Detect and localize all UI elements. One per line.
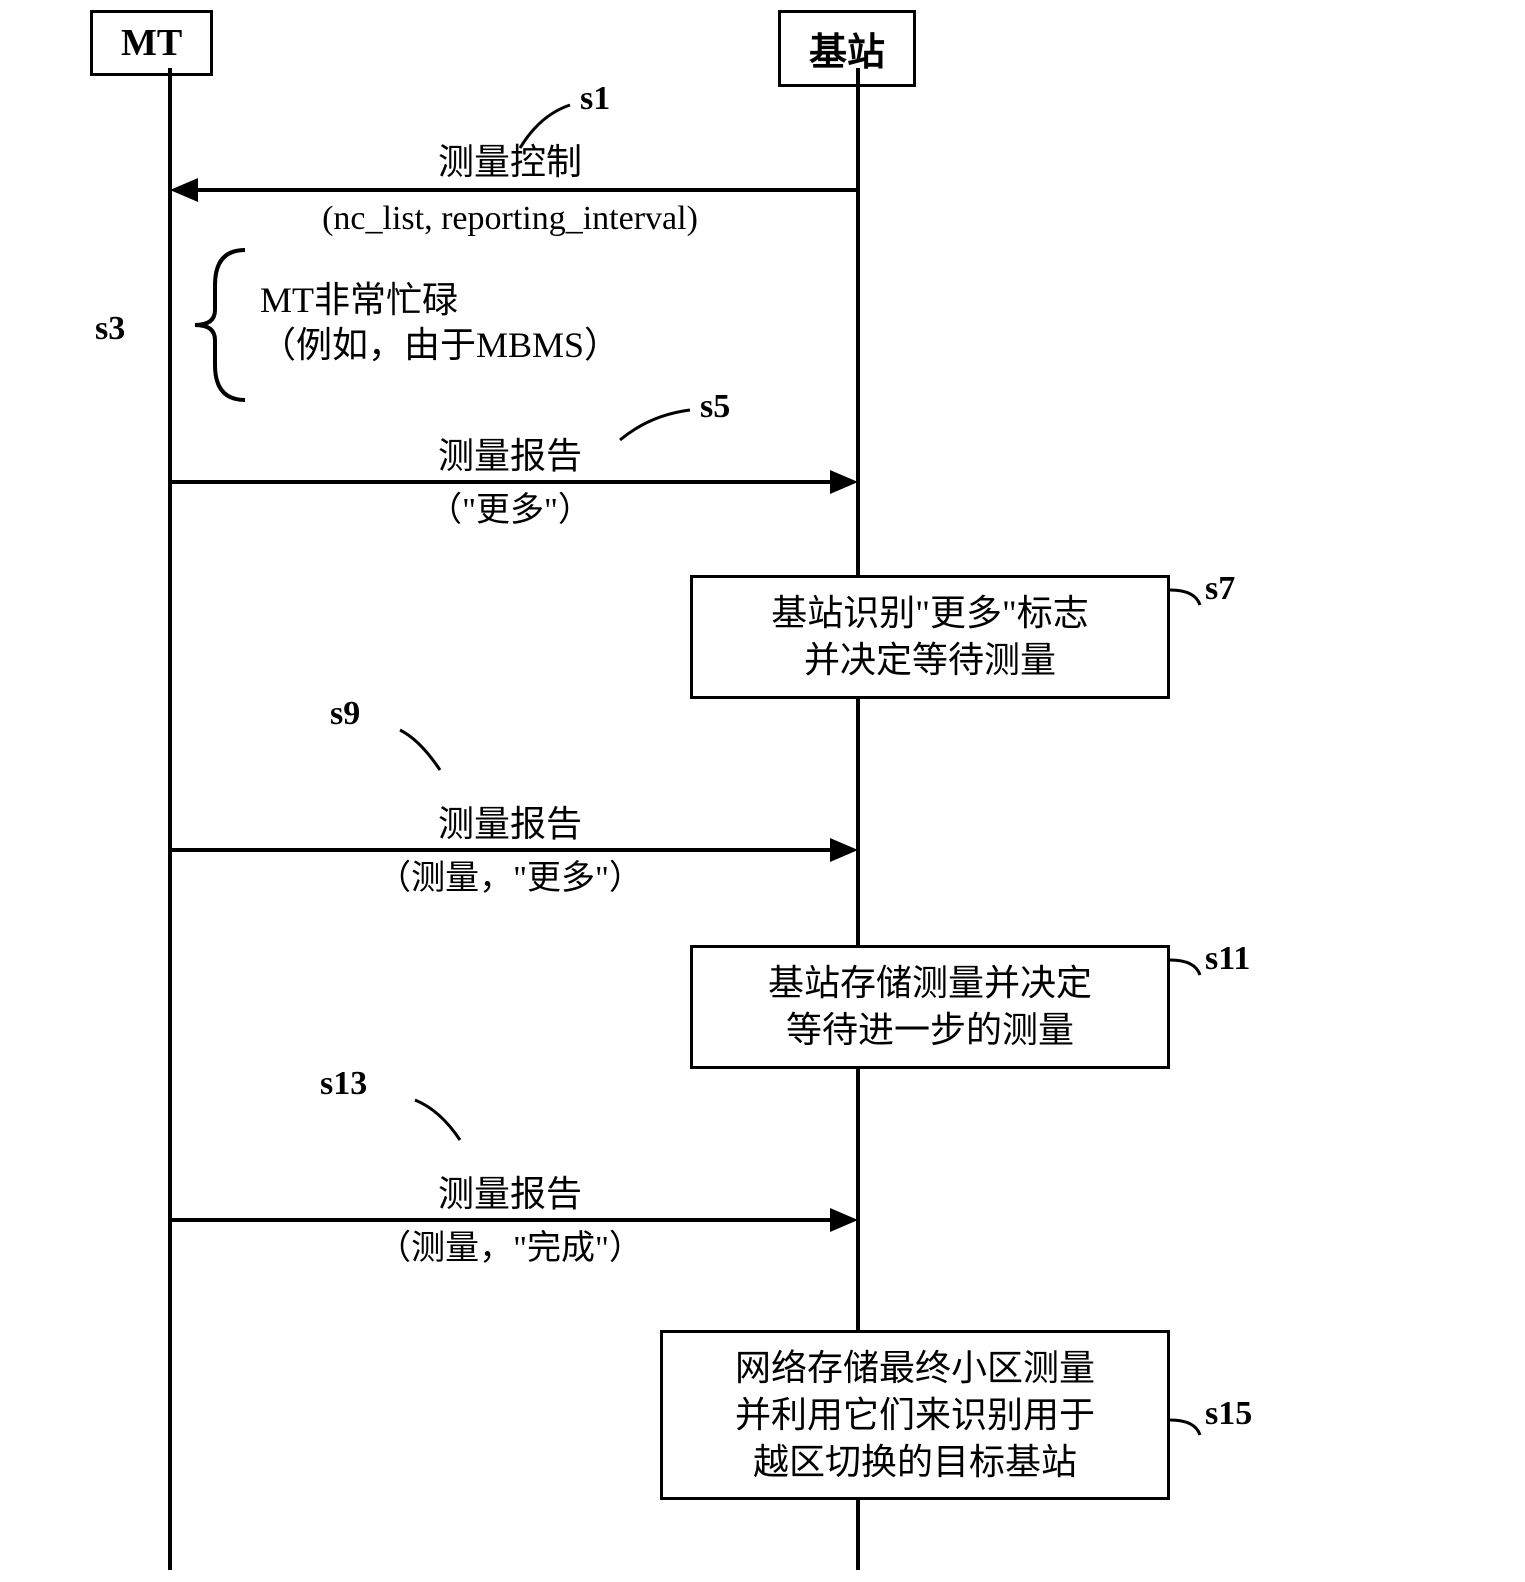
note-s15-l2: 并利用它们来识别用于 <box>735 1395 1095 1435</box>
note-s7-l1: 基站识别"更多"标志 <box>771 593 1088 633</box>
step-s15: s15 <box>1205 1395 1252 1433</box>
note-s15-l1: 网络存储最终小区测量 <box>735 1348 1095 1388</box>
msg-s1-sub: (nc_list, reporting_interval) <box>220 198 800 241</box>
step-s1: s1 <box>580 80 610 118</box>
step-s5: s5 <box>700 388 730 426</box>
arrow-s13 <box>172 1218 832 1222</box>
step-s11: s11 <box>1205 940 1250 978</box>
arrow-head-s9 <box>830 838 858 862</box>
note-s7: 基站识别"更多"标志 并决定等待测量 <box>690 575 1170 699</box>
lifeline-mt <box>168 68 172 1570</box>
msg-s5-text: 测量报告 <box>438 436 582 476</box>
participant-mt: MT <box>90 10 213 76</box>
participant-bs-label: 基站 <box>809 32 885 74</box>
msg-s13-label: 测量报告 <box>300 1172 720 1217</box>
msg-s1-label: 测量控制 <box>300 140 720 185</box>
arrow-s1 <box>196 188 858 192</box>
note-s3: MT非常忙碌 （例如，由于MBMS） <box>260 278 620 368</box>
msg-s5-label: 测量报告 <box>300 434 720 479</box>
step-s9: s9 <box>330 695 360 733</box>
msg-s9-label: 测量报告 <box>300 802 720 847</box>
note-s3-l2: （例如，由于MBMS） <box>260 325 620 365</box>
msg-s1-sub-text: (nc_list, reporting_interval) <box>322 200 698 237</box>
participant-mt-label: MT <box>121 22 182 64</box>
note-s11-l1: 基站存储测量并决定 <box>768 963 1092 1003</box>
note-s3-l1: MT非常忙碌 <box>260 280 458 320</box>
msg-s1-text: 测量控制 <box>438 142 582 182</box>
note-s15: 网络存储最终小区测量 并利用它们来识别用于 越区切换的目标基站 <box>660 1330 1170 1500</box>
note-s11-l2: 等待进一步的测量 <box>786 1010 1074 1050</box>
note-s15-l3: 越区切换的目标基站 <box>753 1442 1077 1482</box>
msg-s5-sub-text: （"更多"） <box>428 492 592 529</box>
arrow-head-s1 <box>170 178 198 202</box>
msg-s9-sub: （测量，"更多"） <box>260 858 760 901</box>
msg-s9-sub-text: （测量，"更多"） <box>377 860 643 897</box>
arrow-s9 <box>172 848 832 852</box>
step-s7: s7 <box>1205 570 1235 608</box>
step-s13: s13 <box>320 1065 367 1103</box>
msg-s13-sub-text: （测量，"完成"） <box>377 1230 643 1267</box>
arrow-s5 <box>172 480 832 484</box>
msg-s5-sub: （"更多"） <box>300 490 720 533</box>
note-s11: 基站存储测量并决定 等待进一步的测量 <box>690 945 1170 1069</box>
step-s3: s3 <box>95 310 125 348</box>
arrow-head-s5 <box>830 470 858 494</box>
note-s7-l2: 并决定等待测量 <box>804 640 1056 680</box>
msg-s13-sub: （测量，"完成"） <box>260 1228 760 1271</box>
msg-s13-text: 测量报告 <box>438 1174 582 1214</box>
msg-s9-text: 测量报告 <box>438 804 582 844</box>
arrow-head-s13 <box>830 1208 858 1232</box>
participant-bs: 基站 <box>778 10 916 87</box>
